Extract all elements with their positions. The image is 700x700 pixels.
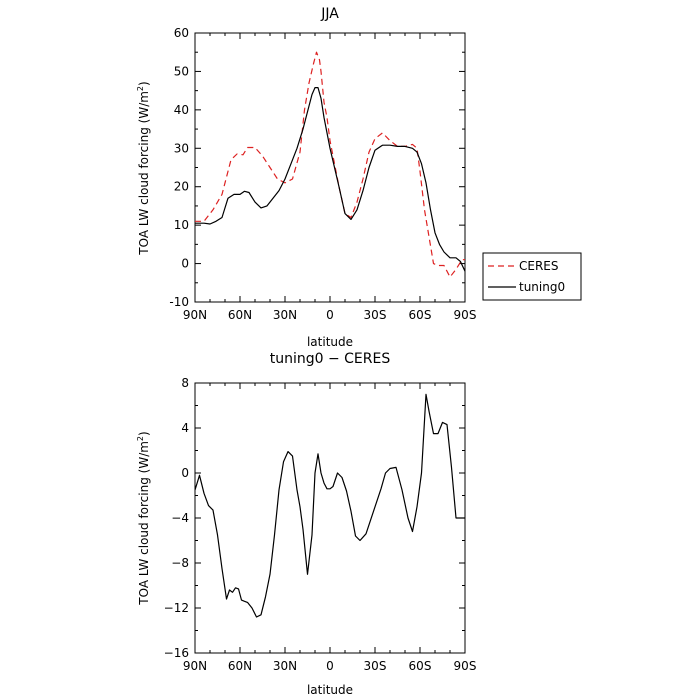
y-tick-label: 60: [174, 26, 189, 40]
series-group: [195, 51, 466, 278]
y-axis-title: TOA LW cloud forcing (W/m2): [136, 81, 151, 255]
y-tick-label: −12: [164, 601, 189, 615]
series-line-tuning0: [195, 86, 466, 272]
chart-title: JJA: [320, 6, 339, 22]
legend: CERES tuning0: [482, 252, 582, 301]
y-tick-label: -10: [169, 295, 189, 309]
y-tick-label: 8: [181, 376, 189, 390]
y-tick-label: 0: [181, 466, 189, 480]
y-tick-label: 0: [181, 257, 189, 271]
x-axis: 90N 60N 30N 0 30S 60S 90S: [183, 383, 477, 673]
y-tick-label: −16: [164, 646, 189, 660]
x-tick-label: 60N: [228, 659, 252, 673]
series-line-tuning0-ceres: [194, 393, 465, 618]
x-tick-label: 90N: [183, 308, 207, 322]
plot-frame: [194, 32, 466, 303]
y-tick-label: −4: [171, 511, 189, 525]
x-tick-label: 30S: [364, 659, 387, 673]
x-tick-label: 60S: [409, 308, 432, 322]
x-axis-title: latitude: [307, 683, 353, 697]
y-tick-label: 4: [181, 421, 189, 435]
chart-difference: tuning0 − CERES −16 −12 −8 −4 0 4 8 90N 60N 30N 0…: [136, 351, 476, 697]
y-tick-label: 10: [174, 218, 189, 232]
x-tick-label: 0: [326, 308, 334, 322]
x-tick-label: 60S: [409, 659, 432, 673]
y-axis: −16 −12 −8 −4 0 4 8: [164, 376, 465, 660]
y-tick-label: 30: [174, 141, 189, 155]
x-tick-label: 30N: [273, 659, 297, 673]
x-tick-label: 90S: [454, 308, 477, 322]
chart-jja-cloud-forcing: JJA -10 0 10 20 30 40 50 60 90N 60N 30N 0 30S 60S 90S…: [136, 6, 582, 349]
x-axis-title: latitude: [307, 335, 353, 349]
chart-title: tuning0 − CERES: [270, 351, 391, 367]
x-tick-label: 30N: [273, 308, 297, 322]
series-group: [194, 393, 465, 618]
x-axis: 90N 60N 30N 0 30S 60S 90S: [183, 33, 477, 322]
series-line-ceres: [195, 51, 465, 278]
legend-label-tuning0: tuning0: [519, 280, 565, 294]
x-tick-label: 90N: [183, 659, 207, 673]
x-tick-label: 90S: [454, 659, 477, 673]
y-axis-title: TOA LW cloud forcing (W/m2): [136, 431, 151, 605]
x-tick-label: 60N: [228, 308, 252, 322]
y-tick-label: 50: [174, 64, 189, 78]
y-tick-label: −8: [171, 556, 189, 570]
y-axis: -10 0 10 20 30 40 50 60: [169, 26, 465, 309]
y-tick-label: 20: [174, 180, 189, 194]
legend-label-ceres: CERES: [519, 259, 559, 273]
x-tick-label: 30S: [364, 308, 387, 322]
y-tick-label: 40: [174, 103, 189, 117]
x-tick-label: 0: [326, 659, 334, 673]
legend-box: [482, 252, 582, 301]
